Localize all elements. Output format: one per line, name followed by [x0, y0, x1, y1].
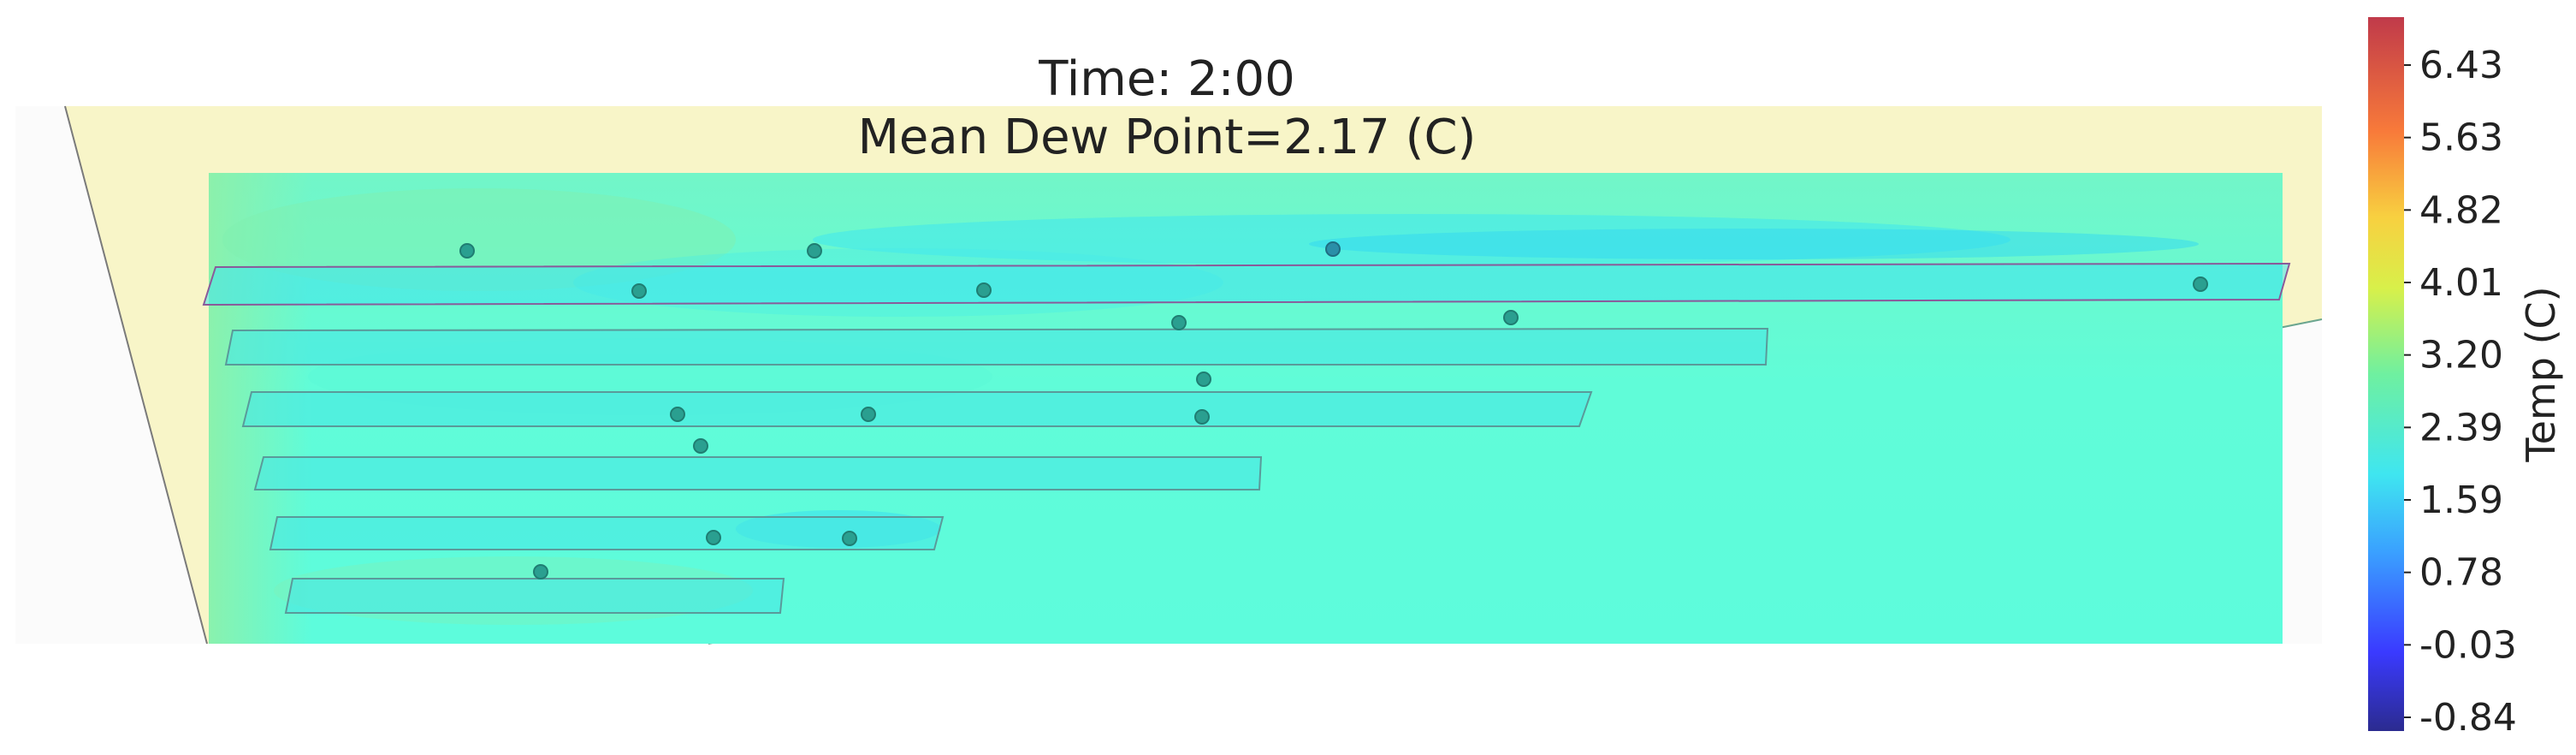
sensor-marker [976, 282, 992, 298]
colorbar-tick-label: -0.03 [2419, 623, 2517, 667]
sensor-marker [1325, 241, 1341, 257]
strip-5 [269, 516, 945, 550]
colorbar-tick-label: 4.01 [2419, 261, 2503, 305]
colorbar-ticks: 6.43 5.63 4.82 4.01 3.20 2.39 1.59 0.78 -0.03 -0.… [2404, 44, 2517, 740]
sensor-marker [1503, 310, 1519, 325]
strip-3 [241, 391, 1593, 427]
colorbar-tick-label: 6.43 [2419, 44, 2503, 87]
sensor-marker [533, 564, 548, 580]
strip-1 [202, 262, 2291, 306]
colorbar: 6.43 5.63 4.82 4.01 3.20 2.39 1.59 0.78 -0.03 -0.… [2368, 17, 2564, 740]
sensor-marker [631, 283, 647, 299]
colorbar-gradient [2368, 17, 2404, 731]
colorbar-tick-label: 3.20 [2419, 334, 2503, 378]
chart-subtitle: Mean Dew Point=2.17 (C) [858, 110, 1477, 165]
sensor-marker [706, 530, 721, 545]
sensor-marker [459, 243, 475, 259]
colorbar-tick-label: 2.39 [2419, 406, 2503, 449]
colorbar-tick-label: -0.84 [2419, 696, 2517, 740]
strip-6 [284, 578, 785, 614]
colorbar-tick-label: 0.78 [2419, 551, 2503, 595]
sensor-marker [2193, 276, 2208, 292]
sensor-markers [459, 241, 2208, 580]
strip-4 [253, 456, 1263, 490]
colorbar-tick-label: 5.63 [2419, 116, 2503, 160]
sensor-marker [1171, 315, 1187, 330]
colorbar-tick-label: 4.82 [2419, 188, 2503, 232]
strip-2 [224, 327, 1769, 366]
sensor-marker [807, 243, 822, 259]
region-left-edge [64, 105, 208, 645]
sensor-marker [693, 438, 708, 454]
colorbar-label: Temp (C) [2518, 286, 2564, 462]
shelf-strips [202, 262, 2291, 614]
sensor-marker [1196, 372, 1211, 387]
colorbar-tick-label: 1.59 [2419, 479, 2503, 522]
chart-title: Time: 2:00 [1038, 51, 1294, 107]
sensor-marker [842, 531, 857, 546]
sensor-marker [670, 407, 685, 422]
sensor-marker [861, 407, 876, 422]
sensor-marker [1194, 409, 1210, 425]
